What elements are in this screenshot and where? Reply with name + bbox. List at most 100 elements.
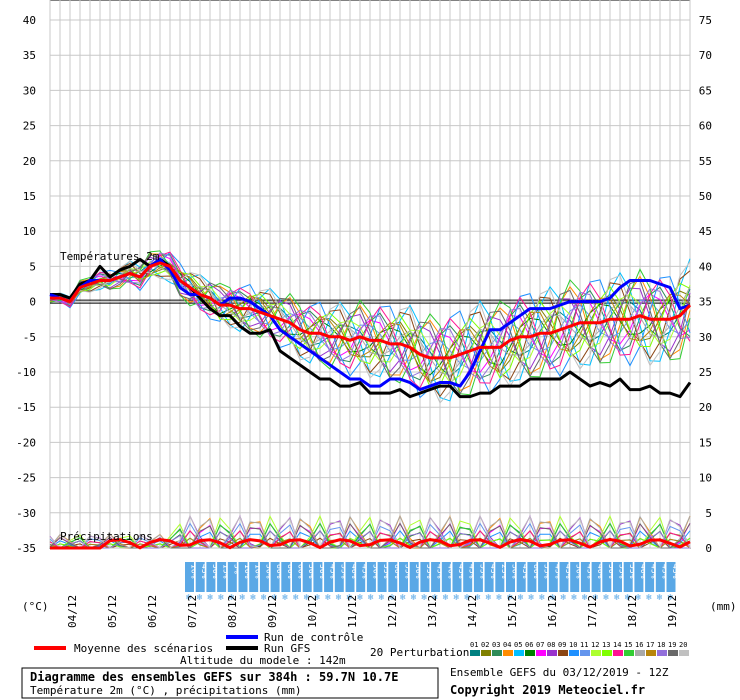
- snowflake-icon: ❄: [475, 593, 481, 603]
- snow-cell: [292, 562, 301, 592]
- snow-cell: [356, 562, 366, 592]
- right-tick-label: 10: [699, 472, 712, 485]
- snow-cell: [602, 562, 612, 592]
- ensemble-run-label: Ensemble GEFS du 03/12/2019 - 12Z: [450, 666, 669, 679]
- perturbation-swatch: [657, 650, 667, 656]
- perturbation-number: 09: [558, 641, 566, 649]
- left-tick-label: -25: [16, 472, 36, 485]
- snowflake-icon: ❄: [229, 593, 235, 603]
- snowflake-icon: ❄: [304, 593, 310, 603]
- perturbation-swatch: [525, 650, 535, 656]
- snow-cell: [324, 562, 334, 592]
- snowflake-icon: ❄: [614, 593, 620, 603]
- perturbation-number: 15: [624, 641, 632, 649]
- snow-cell: [238, 562, 248, 592]
- perturbation-number: 05: [514, 641, 522, 649]
- snow-percent-label: 55%: [404, 564, 413, 579]
- right-tick-label: 70: [699, 49, 712, 62]
- right-tick-label: 65: [699, 84, 712, 97]
- perturbation-line: [49, 260, 691, 404]
- date-label: 16/12: [546, 595, 559, 628]
- snow-percent-label: 45%: [585, 564, 594, 579]
- perturbation-swatch: [470, 650, 480, 656]
- perturbation-line: [49, 250, 691, 396]
- perturbation-number: 12: [591, 641, 599, 649]
- snowflake-icon: ❄: [539, 593, 545, 603]
- date-label: 12/12: [386, 595, 399, 628]
- left-tick-label: -10: [16, 366, 36, 379]
- perturbation-number: 02: [481, 641, 489, 649]
- perturbation-number: 20: [679, 641, 687, 649]
- date-label: 04/12: [66, 595, 79, 628]
- snowflake-icon: ❄: [646, 593, 652, 603]
- right-tick-label: 75: [699, 14, 712, 27]
- snowflake-icon: ❄: [668, 593, 674, 603]
- snowflake-icon: ❄: [593, 593, 599, 603]
- precip-perturbation-line: [49, 514, 691, 549]
- snow-percent-label: 45%: [489, 564, 498, 579]
- snow-percent-label: 60%: [275, 564, 284, 579]
- snow-percent-label: 45%: [660, 564, 669, 579]
- snow-cell: [559, 562, 569, 592]
- date-label: 17/12: [586, 595, 599, 628]
- snowflake-icon: ❄: [603, 593, 609, 603]
- snow-percent-label: 50%: [575, 564, 584, 579]
- snow-cell: [313, 562, 323, 592]
- left-tick-label: 0: [29, 296, 36, 309]
- snow-percent-label: 50%: [371, 564, 380, 579]
- snow-percent-label: 45%: [521, 564, 530, 579]
- snow-percent-label: 35%: [618, 564, 627, 579]
- snow-cell: [495, 562, 505, 592]
- perturbation-line: [49, 256, 691, 370]
- snow-percent-label: 10%: [190, 564, 199, 579]
- snow-cell: [473, 562, 483, 592]
- perturbation-swatch: [569, 650, 579, 656]
- right-tick-label: 45: [699, 225, 712, 238]
- snowflake-icon: ❄: [443, 593, 449, 603]
- snow-cell: [377, 562, 387, 592]
- snowflake-icon: ❄: [421, 593, 427, 603]
- snowflake-icon: ❄: [571, 593, 577, 603]
- snowflake-icon: ❄: [314, 593, 320, 603]
- snow-cell: [452, 562, 462, 592]
- perturbation-number: 13: [602, 641, 610, 649]
- right-tick-label: 50: [699, 190, 712, 203]
- snowflake-icon: ❄: [507, 593, 513, 603]
- snowflake-icon: ❄: [197, 593, 203, 603]
- snow-percent-label: 60%: [393, 564, 402, 579]
- left-tick-label: 40: [23, 14, 36, 27]
- left-tick-label: 30: [23, 84, 36, 97]
- perturbation-number: 04: [503, 641, 511, 649]
- left-tick-label: -15: [16, 401, 36, 414]
- snowflake-icon: ❄: [561, 593, 567, 603]
- snow-cell: [420, 562, 430, 592]
- perturbation-swatch: [514, 650, 524, 656]
- snowflake-icon: ❄: [400, 593, 406, 603]
- snowflake-icon: ❄: [282, 593, 288, 603]
- snowflake-icon: ❄: [411, 593, 417, 603]
- snow-cell: [302, 562, 312, 592]
- snowflake-icon: ❄: [379, 593, 385, 603]
- snow-percent-label: 55%: [425, 564, 434, 579]
- date-label: 11/12: [346, 595, 359, 628]
- date-label: 13/12: [426, 595, 439, 628]
- snowflake-icon: ❄: [454, 593, 460, 603]
- left-tick-label: 35: [23, 49, 36, 62]
- snowflake-icon: ❄: [186, 593, 192, 603]
- snow-percent-label: 45%: [553, 564, 562, 579]
- snow-percent-label: 60%: [532, 564, 541, 579]
- snow-cell: [570, 562, 580, 592]
- perturbation-swatch: [602, 650, 612, 656]
- snowflake-icon: ❄: [635, 593, 641, 603]
- perturbation-line: [49, 267, 691, 388]
- footer-box: [21, 667, 439, 699]
- snow-cell: [259, 562, 269, 592]
- snow-cell: [227, 562, 237, 592]
- date-label: 18/12: [626, 595, 639, 628]
- date-label: 10/12: [306, 595, 319, 628]
- perturbation-number: 16: [635, 641, 643, 649]
- snow-cell: [388, 562, 398, 592]
- altitude-label: Altitude du modele : 142m: [180, 654, 346, 667]
- snowflake-icon: ❄: [657, 593, 663, 603]
- snow-percent-label: 45%: [329, 564, 338, 579]
